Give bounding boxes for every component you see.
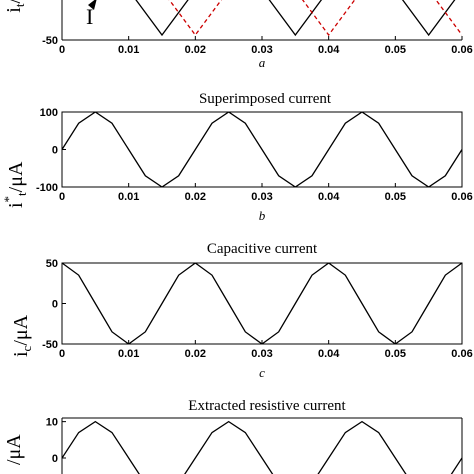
panel-c-plot-clip [62, 263, 462, 344]
panel-c-y-tick-label: 50 [46, 258, 58, 270]
panel-b: Superimposed current 0 0.01 0.02 0.03 0.04 0.… [1, 91, 473, 223]
panel-b-caption: b [259, 208, 266, 223]
panel-b-x-tick-label: 0.06 [451, 191, 472, 203]
panel-d-y-tick-label: 0 [52, 453, 58, 465]
panel-a-series-0-line [135, 0, 456, 37]
panel-b-y-tick-label: 0 [52, 145, 58, 157]
panel-a-annotation-label: I [86, 4, 93, 29]
panel-c-y-tick-label: -50 [42, 339, 58, 351]
panel-b-series-group [62, 112, 462, 187]
panel-a-x-tick-label: 0.01 [118, 44, 139, 56]
panel-b-x-tick-label: 0.03 [251, 191, 272, 203]
panel-a-x-ticks: 0 0.01 0.02 0.03 0.04 0.05 0.06 [59, 36, 473, 56]
panel-b-x-tick-label: 0.01 [118, 191, 139, 203]
panel-c-x-ticks: 0 0.01 0.02 0.03 0.04 0.05 0.06 [59, 340, 473, 360]
panel-d-series-group [62, 420, 462, 474]
panel-b-title: Superimposed current [199, 91, 332, 107]
panel-d-y-ticks: 10 0 [46, 417, 66, 465]
panel-b-x-tick-label: 0.04 [318, 191, 340, 203]
panel-d-y-tick-label: 10 [46, 417, 58, 429]
panel-a-series-1-line [168, 0, 462, 37]
panel-a-x-tick-label: 0.02 [185, 44, 206, 56]
panel-a-x-tick-label: 0 [59, 44, 65, 56]
panel-a-x-tick-label: 0.05 [385, 44, 406, 56]
panel-c-x-tick-label: 0.02 [185, 348, 206, 360]
panel-b-y-tick-label: 100 [40, 107, 58, 119]
panel-a-caption: a [259, 55, 266, 70]
panel-c-x-tick-label: 0.04 [318, 348, 340, 360]
panel-a-y-label: it/μ [3, 0, 27, 13]
panel-c-x-tick-label: 0 [59, 348, 65, 360]
panel-c-x-tick-label: 0.01 [118, 348, 139, 360]
panel-b-y-label: i*t/μA [1, 161, 29, 208]
panel-d: Extracted resistive current 10 0 /μA [3, 398, 463, 474]
panel-a-x-tick-label: 0.03 [251, 44, 272, 56]
panel-d-plot-clip [62, 420, 462, 474]
panel-b-y-ticks: 100 0 -100 [36, 107, 66, 194]
panel-c-axes-box [61, 262, 463, 345]
panel-c-y-tick-label: 0 [52, 299, 58, 311]
panel-d-y-label: /μA [3, 434, 25, 465]
panel-c-y-ticks: 50 0 -50 [42, 258, 66, 351]
panel-a-y-tick-label: -50 [42, 35, 58, 47]
panel-b-x-ticks: 0 0.01 0.02 0.03 0.04 0.05 0.06 [59, 183, 473, 203]
panel-b-plot-clip [62, 112, 462, 187]
panel-a-annotation-arrow [88, 0, 97, 10]
panel-a-x-tick-label: 0.04 [318, 44, 340, 56]
panel-a-y-ticks: -50 [42, 35, 66, 47]
panel-c-series-0-line [62, 263, 462, 344]
panel-a: 0 0.01 0.02 0.03 0.04 0.05 0.06 -50 I a it/μ [3, 0, 473, 70]
panel-a-plot-clip [135, 0, 462, 37]
panel-d-series-0-line [62, 420, 462, 474]
panel-c: Capacitive current 0 0.01 0.02 0.03 0.04 0.05… [10, 241, 473, 380]
panel-c-x-tick-label: 0.05 [385, 348, 406, 360]
panel-d-title: Extracted resistive current [188, 398, 346, 414]
panel-c-y-label: ic/μA [10, 314, 34, 357]
panel-b-x-tick-label: 0 [59, 191, 65, 203]
panel-a-series-group [135, 0, 462, 37]
panel-c-series-group [62, 263, 462, 344]
panel-c-caption: c [259, 365, 265, 380]
panel-a-x-tick-label: 0.06 [451, 44, 472, 56]
panel-c-title: Capacitive current [207, 241, 318, 257]
panel-b-x-tick-label: 0.05 [385, 191, 406, 203]
panel-b-x-tick-label: 0.02 [185, 191, 206, 203]
panel-c-x-tick-label: 0.06 [451, 348, 472, 360]
panel-c-x-tick-label: 0.03 [251, 348, 272, 360]
panel-b-y-tick-label: -100 [36, 182, 58, 194]
